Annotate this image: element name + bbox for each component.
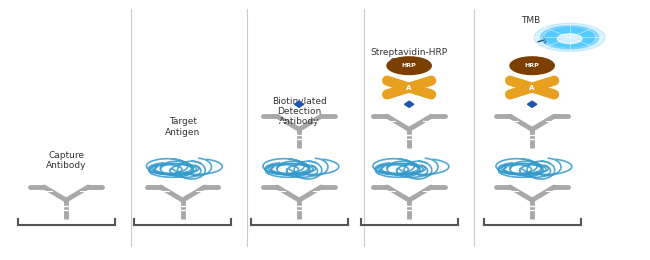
Text: TMB: TMB [521, 16, 540, 24]
Circle shape [547, 28, 592, 46]
Circle shape [534, 23, 605, 51]
Text: A: A [529, 84, 535, 90]
Text: HRP: HRP [525, 63, 540, 68]
Circle shape [541, 26, 599, 49]
Text: Biotinylated
Detection
Antibody: Biotinylated Detection Antibody [272, 96, 326, 126]
Text: HRP: HRP [402, 63, 417, 68]
Text: A: A [406, 84, 412, 90]
Circle shape [510, 57, 554, 75]
Polygon shape [404, 101, 414, 107]
Circle shape [387, 57, 431, 75]
Circle shape [557, 34, 582, 44]
Text: Capture
Antibody: Capture Antibody [46, 151, 86, 170]
Text: Target
Antigen: Target Antigen [165, 117, 200, 136]
Polygon shape [294, 101, 304, 107]
Text: Streptavidin-HRP
Complex: Streptavidin-HRP Complex [370, 48, 448, 67]
Circle shape [545, 28, 594, 47]
Polygon shape [527, 101, 537, 107]
